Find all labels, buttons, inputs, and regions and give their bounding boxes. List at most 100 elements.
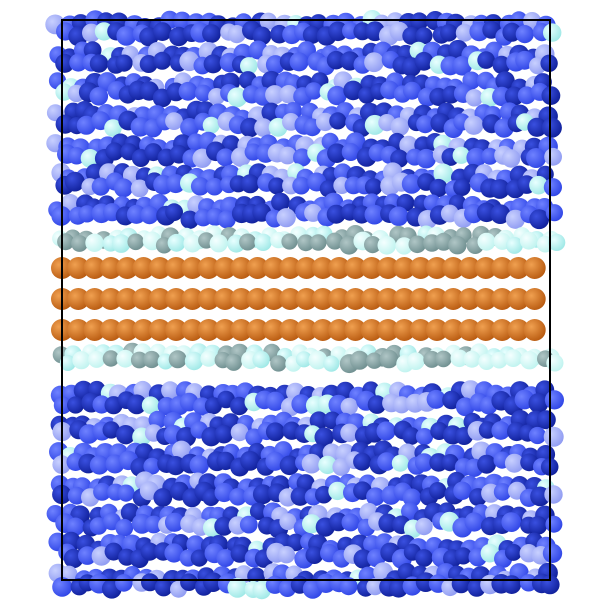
- interface-atom: [167, 233, 186, 252]
- metal-atom: [360, 319, 383, 341]
- bulk-atom: [416, 115, 435, 134]
- interface-atom: [116, 349, 135, 368]
- bulk-atom: [165, 203, 184, 222]
- interface-atom: [477, 232, 496, 251]
- bulk-atom: [545, 515, 563, 533]
- bulk-atom: [327, 85, 347, 106]
- bulk-atom: [529, 209, 550, 230]
- metal-atom: [99, 288, 122, 310]
- metal-atom: [474, 257, 497, 279]
- metal-atom: [132, 319, 155, 341]
- metal-atom: [132, 288, 155, 310]
- metal-atom: [474, 319, 497, 341]
- metal-atom: [491, 319, 514, 341]
- bulk-atom: [194, 84, 212, 102]
- interface-atom: [295, 351, 312, 368]
- metal-atom: [425, 319, 448, 341]
- bulk-atom: [366, 578, 384, 596]
- bulk-atom: [353, 452, 372, 471]
- metal-atom: [377, 288, 399, 310]
- bulk-atom: [526, 148, 547, 168]
- bulk-atom: [254, 118, 273, 137]
- bulk-atom: [502, 575, 522, 594]
- metal-atom: [181, 288, 204, 310]
- bulk-atom: [328, 21, 348, 42]
- bulk-atom: [402, 427, 421, 445]
- bulk-atom: [265, 422, 285, 442]
- bulk-atom: [505, 209, 525, 229]
- bulk-atom: [302, 25, 321, 44]
- interface-atom: [225, 353, 243, 371]
- interface-atom: [72, 351, 91, 370]
- bulk-atom: [415, 549, 433, 567]
- bulk-atom: [543, 23, 562, 42]
- bulk-atom: [67, 396, 85, 414]
- interface-atom: [519, 231, 538, 250]
- bulk-atom: [203, 572, 223, 592]
- bulk-atom: [328, 481, 347, 501]
- bulk-atom: [541, 117, 562, 138]
- bulk-atom: [144, 515, 163, 534]
- bulk-atom: [89, 517, 108, 535]
- bulk-atom: [426, 389, 446, 409]
- bulk-atom: [102, 421, 120, 439]
- bulk-atom: [544, 147, 562, 166]
- metal-atom: [377, 257, 399, 279]
- bulk-atom: [287, 533, 305, 552]
- metal-atom: [295, 257, 318, 279]
- bulk-atom: [455, 23, 474, 42]
- bulk-atom: [377, 452, 396, 471]
- bulk-atom: [259, 12, 277, 30]
- bulk-atom: [203, 54, 223, 74]
- metal-atom: [181, 257, 204, 279]
- bulk-atom: [340, 423, 359, 442]
- metal-atom: [442, 257, 465, 279]
- metal-atom: [425, 257, 448, 279]
- bulk-atom: [240, 174, 260, 194]
- bulk-atom: [141, 396, 160, 415]
- interface-atom: [435, 350, 452, 368]
- bulk-atom: [55, 53, 75, 73]
- metal-atom: [360, 257, 383, 279]
- bulk-atom: [501, 149, 521, 168]
- bulk-atom: [216, 549, 235, 568]
- bulk-atom: [178, 81, 198, 101]
- bulk-atom: [153, 488, 173, 507]
- metal-atom: [230, 288, 253, 310]
- bulk-atom: [114, 178, 133, 198]
- interface-atom: [326, 232, 344, 250]
- metal-atom: [311, 319, 334, 341]
- bulk-atom: [229, 488, 247, 506]
- bulk-atom: [343, 80, 363, 101]
- interface-atom: [111, 234, 131, 253]
- metal-atom: [246, 288, 269, 310]
- bulk-atom: [341, 513, 360, 532]
- bulk-atom: [240, 57, 258, 75]
- interface-atom: [366, 352, 383, 369]
- interface-atom: [127, 233, 144, 251]
- bulk-atom: [492, 55, 511, 74]
- bulk-atom: [364, 52, 384, 73]
- bulk-atom: [116, 26, 137, 46]
- metal-atom: [181, 319, 204, 341]
- bulk-atom: [89, 87, 109, 106]
- bulk-atom: [528, 516, 548, 535]
- bulk-atom: [414, 453, 434, 472]
- bulk-atom: [465, 89, 483, 107]
- interface-atom: [143, 350, 161, 369]
- bulk-atom: [69, 53, 88, 72]
- metal-atom: [116, 319, 139, 341]
- interface-atom: [310, 234, 327, 251]
- bulk-atom: [165, 112, 183, 130]
- bulk-atom: [314, 427, 334, 447]
- metal-atom: [279, 288, 302, 310]
- bulk-atom: [230, 423, 249, 442]
- bulk-atom: [529, 175, 548, 195]
- bulk-atom: [154, 578, 173, 597]
- bulk-atom: [66, 517, 85, 536]
- metal-atom: [507, 288, 530, 310]
- metal-atom: [67, 288, 90, 310]
- metal-atom: [311, 288, 334, 310]
- bulk-atom: [504, 543, 522, 561]
- metal-atom: [295, 319, 318, 341]
